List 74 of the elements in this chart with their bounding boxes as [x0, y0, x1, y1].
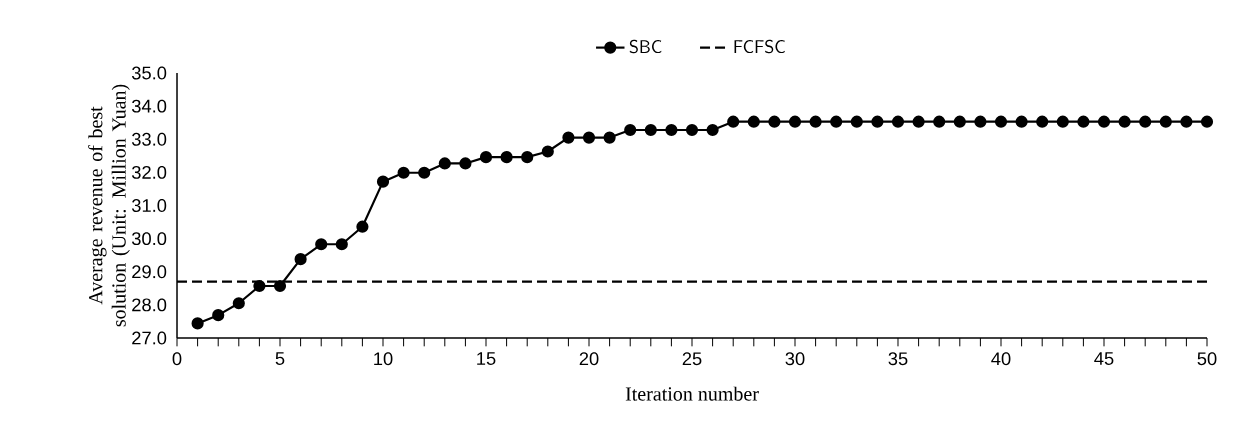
- x-tick-label: 30: [785, 352, 805, 366]
- point: [994, 115, 1008, 128]
- legend-label: SBC: [629, 39, 662, 54]
- point: [624, 123, 637, 137]
- x-tick-label: 50: [1197, 352, 1217, 366]
- x-tick-label: 20: [579, 352, 599, 366]
- point: [1200, 115, 1214, 128]
- point: [273, 279, 287, 293]
- x-tick-label: 15: [477, 352, 496, 366]
- point: [582, 131, 596, 144]
- point: [685, 123, 699, 137]
- y-tick-label: 28.0: [132, 298, 167, 312]
- point: [830, 115, 843, 128]
- point: [768, 115, 781, 128]
- point: [747, 115, 760, 128]
- point: [933, 115, 946, 128]
- point: [953, 115, 966, 128]
- point: [1159, 115, 1172, 128]
- point: [603, 131, 616, 144]
- y-tick-label: 30.0: [131, 232, 167, 246]
- y-tick-label: 31.0: [131, 199, 167, 212]
- point: [871, 115, 884, 128]
- point: [727, 115, 740, 128]
- point: [1056, 115, 1069, 128]
- point: [850, 115, 863, 128]
- point: [1118, 115, 1131, 128]
- x-tick-label: 40: [991, 352, 1011, 366]
- point: [191, 317, 204, 330]
- point: [1015, 115, 1028, 128]
- point: [706, 123, 719, 137]
- point: [974, 115, 987, 128]
- point: [1077, 115, 1090, 128]
- point: [891, 115, 905, 128]
- point: [541, 145, 554, 158]
- point: [459, 157, 472, 170]
- point: [644, 123, 657, 137]
- point: [212, 309, 225, 322]
- y-axis-title: Average revenue of best solution (Unit: Million Yuan): [88, 84, 130, 327]
- point: [335, 238, 348, 251]
- point: [665, 123, 678, 137]
- point: [418, 166, 431, 179]
- y-tick-label: 33.0: [131, 132, 167, 146]
- y-tick-label: 29.0: [132, 265, 167, 279]
- point: [809, 115, 822, 128]
- point: [479, 151, 493, 164]
- point: [438, 157, 451, 170]
- point: [562, 131, 575, 144]
- x-tick-label: 5: [275, 352, 285, 366]
- point: [788, 115, 802, 128]
- x-tick-label: 45: [1094, 352, 1114, 366]
- point: [315, 238, 328, 251]
- x-tick-label: 35: [888, 352, 908, 366]
- x-tick-label: 25: [682, 352, 702, 366]
- y-tick-label: 27.0: [132, 331, 167, 345]
- point: [376, 175, 390, 188]
- y-tick-label: 35.0: [131, 66, 167, 80]
- x-tick-label: 10: [374, 352, 393, 366]
- point: [1180, 115, 1193, 128]
- point: [1036, 115, 1049, 128]
- point: [912, 115, 925, 128]
- point: [232, 297, 245, 310]
- point: [521, 151, 534, 164]
- point: [356, 220, 369, 233]
- legend-label: FCFSC: [734, 39, 785, 54]
- point: [253, 279, 266, 293]
- point: [1097, 115, 1111, 128]
- point: [500, 151, 513, 164]
- point: [397, 166, 410, 179]
- x-tick-label: 0: [172, 352, 182, 366]
- y-tick-label: 34.0: [131, 99, 167, 113]
- y-tick-label: 32.0: [131, 165, 167, 179]
- point: [1139, 115, 1152, 128]
- point: [294, 253, 307, 266]
- x-axis-title: Iteration number: [625, 386, 759, 401]
